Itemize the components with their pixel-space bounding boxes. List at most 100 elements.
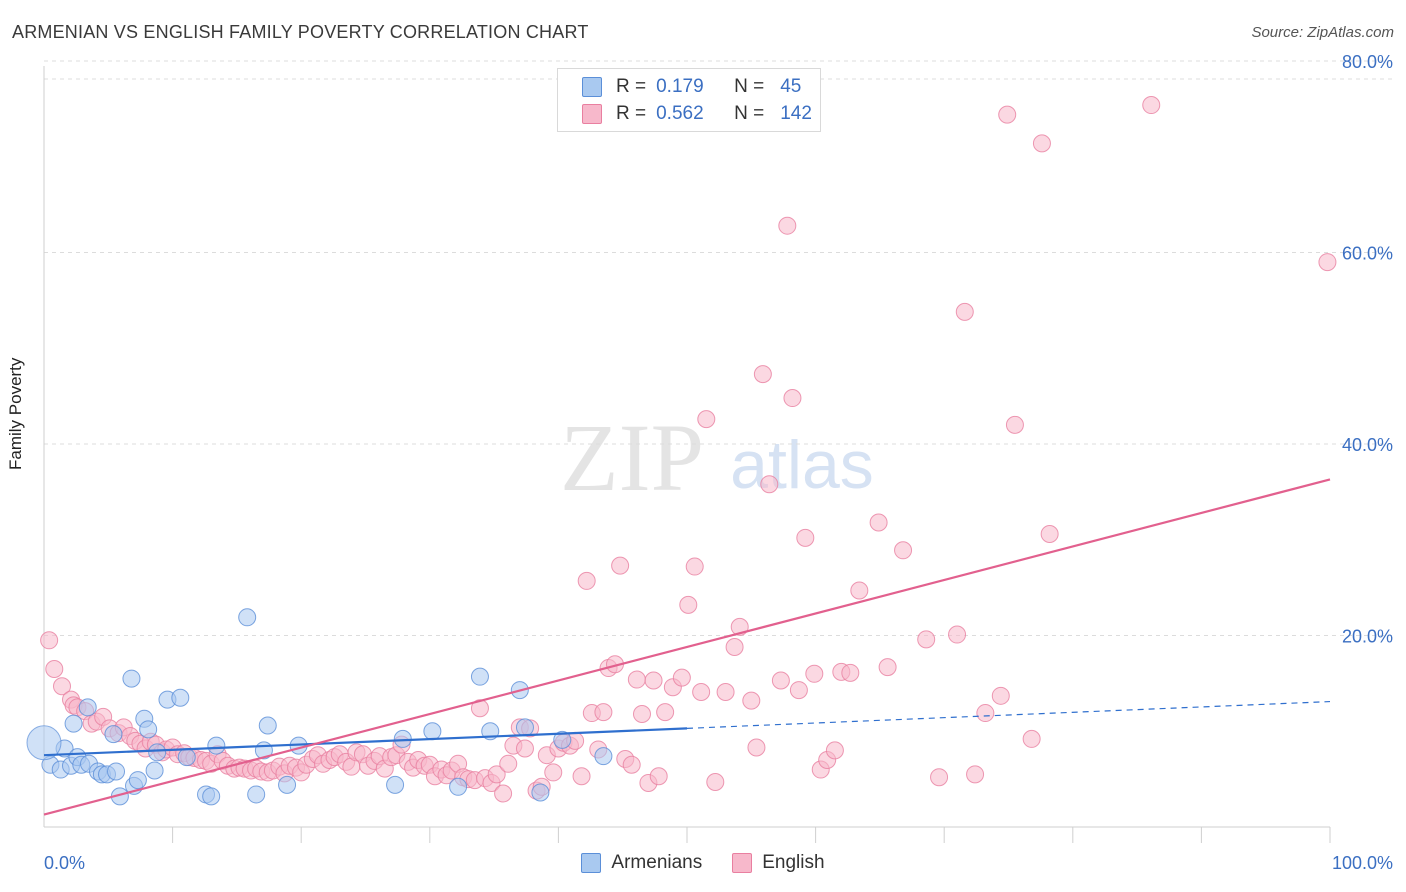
english-point [611, 556, 630, 575]
english-point [850, 581, 869, 600]
english-point [649, 767, 668, 786]
legend-row-armenians: R = 0.179 N = 45 [582, 74, 801, 100]
watermark-zip: ZIP [560, 404, 704, 511]
armenians-point [247, 785, 266, 804]
armenians-point [594, 747, 613, 766]
english-point [955, 302, 974, 321]
legend-item-armenians[interactable]: Armenians [581, 852, 702, 874]
english-point [930, 768, 949, 787]
english-point [771, 671, 790, 690]
legend-stats: R = 0.179 N = 45 R = 0.562 N = 142 [557, 68, 821, 132]
armenians-point [107, 762, 126, 781]
legend-series: Armenians English [0, 852, 1406, 874]
armenians-legend-label: Armenians [611, 852, 703, 873]
english-point [470, 699, 489, 718]
armenians-point [423, 722, 442, 741]
armenians-trend-line [43, 727, 688, 757]
english-point [622, 755, 641, 774]
english-point [697, 410, 716, 429]
english-point [716, 682, 735, 701]
english-n-label: N = [734, 103, 765, 124]
legend-item-english[interactable]: English [732, 852, 825, 874]
english-point [685, 557, 704, 576]
legend-row-english: R = 0.562 N = 142 [582, 101, 812, 127]
armenians-n-label: N = [734, 76, 765, 97]
english-point [796, 528, 815, 547]
english-point [45, 660, 64, 679]
english-r-label: R = [616, 103, 647, 124]
english-point [1318, 253, 1337, 272]
x-tick-label: 0.0% [44, 853, 85, 873]
english-point [948, 625, 967, 644]
armenians-r-label: R = [616, 76, 647, 97]
english-point [1142, 96, 1161, 115]
english-point [656, 703, 675, 722]
english-point [544, 763, 563, 782]
english-point [487, 765, 506, 784]
english-point [577, 571, 596, 590]
armenians-point [278, 775, 297, 794]
armenians-point [177, 748, 196, 767]
english-point [869, 513, 888, 532]
english-legend-label: English [762, 852, 825, 873]
armenians-r-value: 0.179 [656, 76, 704, 97]
armenians-point [78, 698, 97, 717]
english-point [966, 765, 985, 784]
english-point [1032, 134, 1051, 153]
english-point [644, 671, 663, 690]
english-trend-line [43, 478, 1331, 816]
y-tick-label: 20.0% [1342, 627, 1393, 647]
english-point [894, 541, 913, 560]
english-point [672, 668, 691, 687]
armenians-point [171, 688, 190, 707]
armenians-point [128, 771, 147, 790]
english-point [917, 630, 936, 649]
english-point [991, 686, 1010, 705]
english-n-value: 142 [780, 103, 812, 124]
y-tick-label: 60.0% [1342, 244, 1393, 264]
source-label: Source: ZipAtlas.com [1251, 24, 1394, 41]
armenians-point [449, 777, 468, 796]
armenians-point [515, 718, 534, 737]
english-point [747, 738, 766, 757]
english-point [572, 767, 591, 786]
english-point [789, 681, 808, 700]
english-point [632, 705, 651, 724]
armenians-point [148, 743, 167, 762]
english-point [753, 365, 772, 384]
armenians-point [145, 761, 164, 780]
english-point [494, 784, 513, 803]
armenians-n-value: 45 [780, 76, 802, 97]
english-point [679, 595, 698, 614]
english-point [594, 703, 613, 722]
english-point [805, 664, 824, 683]
armenians-point [386, 775, 405, 794]
armenians-point [531, 783, 550, 802]
armenians-point [64, 714, 83, 733]
armenians-point [202, 787, 221, 806]
english-point [760, 475, 779, 494]
armenians-legend-swatch [581, 853, 602, 873]
watermark-atlas: atlas [730, 427, 874, 503]
english-point [1022, 729, 1041, 748]
english-point [1040, 525, 1059, 544]
armenians-point [553, 730, 572, 749]
armenians-point [207, 736, 226, 755]
english-point [40, 631, 59, 650]
y-tick-label: 40.0% [1342, 435, 1393, 455]
english-point [53, 677, 72, 696]
y-tick-label: 80.0% [1342, 52, 1393, 72]
english-r-value: 0.562 [656, 103, 704, 124]
chart-title: ARMENIAN VS ENGLISH FAMILY POVERTY CORRE… [12, 22, 589, 42]
english-point [499, 754, 518, 773]
english-point [515, 739, 534, 758]
english-point [825, 741, 844, 760]
english-point [783, 389, 802, 408]
english-point [742, 691, 761, 710]
armenians-point [122, 669, 141, 688]
english-point [1005, 415, 1024, 434]
armenians-point [470, 667, 489, 686]
armenians-point [258, 716, 277, 735]
english-point [998, 105, 1017, 124]
